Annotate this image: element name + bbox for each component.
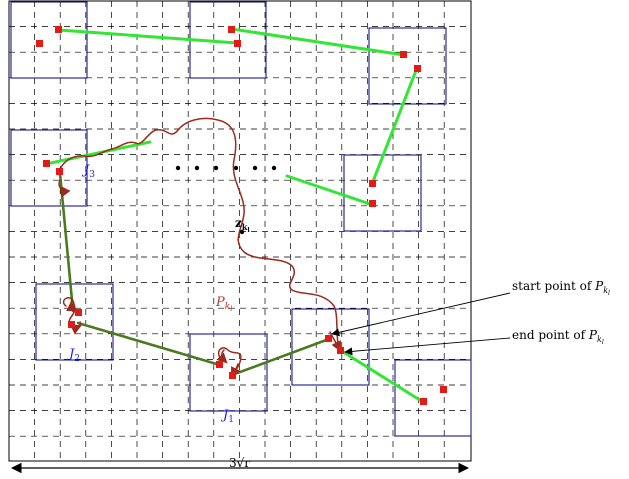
endpoint — [43, 160, 50, 167]
box — [343, 154, 422, 232]
box — [291, 308, 370, 386]
label-j2: J2 — [66, 347, 80, 364]
segment — [285, 174, 372, 206]
endpoint — [68, 321, 75, 328]
bright-segments — [44, 27, 425, 404]
box — [368, 27, 447, 105]
endpoint — [75, 309, 82, 316]
endpoint — [440, 386, 447, 393]
path-loop-j3 — [58, 179, 71, 198]
endpoint — [234, 40, 241, 47]
label-j1: J1 — [220, 408, 234, 425]
endpoints — [36, 26, 447, 405]
dot — [175, 165, 181, 171]
label-point-z: zkl — [235, 216, 250, 234]
label-end-point: end point of Pkl — [512, 328, 604, 346]
endpoint — [55, 26, 62, 33]
ellipsis-dots — [175, 165, 277, 171]
box-j2 — [35, 283, 114, 361]
endpoint — [369, 180, 376, 187]
path-p — [58, 117, 341, 378]
segment — [44, 140, 152, 166]
endpoint — [400, 51, 407, 58]
endpoint — [228, 26, 235, 33]
endpoint — [325, 335, 332, 342]
segment — [230, 337, 331, 377]
segment — [58, 171, 75, 313]
outer-border — [8, 0, 472, 462]
endpoint — [229, 372, 236, 379]
dot — [213, 165, 219, 171]
endpoint — [414, 65, 421, 72]
dot — [194, 165, 200, 171]
endpoint — [337, 347, 344, 354]
endpoint — [420, 398, 427, 405]
dot — [233, 165, 239, 171]
endpoint — [369, 200, 376, 207]
path-curve — [58, 117, 339, 345]
path-loop-j1-arrow — [216, 349, 228, 364]
start-point-arrow — [331, 292, 511, 337]
label-j3: J3 — [81, 163, 95, 180]
end-point-arrow — [344, 337, 511, 356]
dot — [271, 165, 277, 171]
box — [10, 129, 88, 207]
point-z — [239, 229, 245, 235]
box-j1 — [189, 333, 268, 412]
segment — [338, 348, 425, 404]
endpoint — [216, 361, 223, 368]
olive-segments — [58, 171, 331, 377]
label-path: Pkl — [215, 295, 232, 313]
endpoint — [36, 40, 43, 47]
box — [394, 359, 472, 437]
segment — [76, 321, 222, 367]
segment — [370, 66, 419, 186]
box — [10, 1, 88, 79]
dot — [252, 165, 258, 171]
label-width: 3√r — [229, 456, 250, 470]
label-start-point: start point of Pkl — [512, 279, 610, 297]
endpoint — [56, 168, 63, 175]
segment — [230, 27, 406, 57]
segment — [57, 28, 239, 45]
